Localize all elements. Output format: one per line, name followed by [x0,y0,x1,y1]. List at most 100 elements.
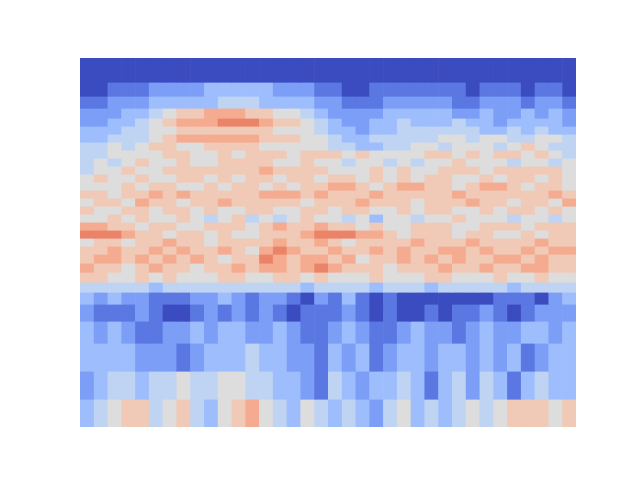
heatmap-cell [314,166,328,175]
heatmap-cell [245,150,259,159]
heatmap-cell [452,126,466,135]
heatmap-cell [328,96,342,109]
heatmap-cell [190,371,204,400]
heatmap-cell [383,222,397,231]
heatmap-cell [108,142,122,151]
heatmap-cell [204,246,218,255]
heatmap-cell [480,222,494,231]
heatmap-cell [149,371,163,400]
heatmap-cell [108,214,122,223]
heatmap-cell [328,150,342,159]
heatmap-cell [480,174,494,183]
heatmap-cell [548,371,562,400]
heatmap-cell [273,126,287,135]
heatmap-cell [424,263,438,273]
heatmap-cell [424,343,438,372]
heatmap-cell [108,343,122,372]
heatmap-cell [521,304,535,322]
heatmap-cell [328,126,342,135]
heatmap-cell [342,126,356,135]
heatmap-cell [287,58,301,83]
heatmap-cell [438,222,452,231]
heatmap-cell [273,254,287,264]
heatmap-cell [135,282,149,293]
heatmap-cell [493,214,507,223]
heatmap-cell [232,254,246,264]
heatmap-cell [493,263,507,273]
heatmap-cell [507,292,521,305]
heatmap-cell [328,82,342,97]
heatmap-cell [535,182,549,191]
heatmap-cell [507,126,521,135]
heatmap-cell [424,142,438,151]
heatmap-cell [287,198,301,207]
heatmap-cell [328,206,342,215]
heatmap-cell [314,58,328,83]
heatmap-cell [466,108,480,119]
heatmap-cell [121,343,135,372]
heatmap-cell [438,230,452,239]
heatmap-cell [135,272,149,283]
heatmap-cell [190,304,204,322]
heatmap-cell [314,118,328,127]
heatmap-cell [535,150,549,159]
heatmap-cell [273,198,287,207]
heatmap-cell [218,126,232,135]
heatmap-cell [135,158,149,167]
heatmap-cell [163,282,177,293]
heatmap-cell [521,263,535,273]
heatmap-cell [190,263,204,273]
heatmap-cell [94,282,108,293]
heatmap-cell [535,142,549,151]
heatmap-cell [300,321,314,344]
heatmap-cell [287,282,301,293]
heatmap-cell [149,96,163,109]
heatmap-cell [480,126,494,135]
heatmap-cell [190,142,204,151]
heatmap-cell [438,166,452,175]
heatmap-cell [466,158,480,167]
heatmap-cell [190,214,204,223]
heatmap-cell [149,230,163,239]
heatmap-cell [452,206,466,215]
heatmap-cell [218,272,232,283]
heatmap-cell [149,321,163,344]
heatmap-cell [259,343,273,372]
heatmap-cell [300,272,314,283]
heatmap-cell [300,246,314,255]
heatmap-cell [149,126,163,135]
heatmap-cell [383,118,397,127]
heatmap-cell [452,134,466,143]
heatmap-cell [535,166,549,175]
heatmap-cell [562,214,576,223]
heatmap-cell [342,58,356,83]
heatmap-cell [535,304,549,322]
heatmap-cell [342,174,356,183]
heatmap-cell [493,254,507,264]
heatmap-cell [149,198,163,207]
heatmap-cell [218,158,232,167]
heatmap-cell [328,321,342,344]
heatmap-cell [521,246,535,255]
heatmap-cell [245,238,259,247]
heatmap-cell [507,321,521,344]
heatmap-cell [411,246,425,255]
heatmap-cell [135,96,149,109]
heatmap-cell [397,174,411,183]
heatmap-cell [521,230,535,239]
heatmap-cell [493,238,507,247]
heatmap-cell [328,118,342,127]
heatmap-cell [190,96,204,109]
heatmap-cell [548,304,562,322]
heatmap-cell [190,272,204,283]
heatmap-cell [121,254,135,264]
heatmap-cell [259,399,273,427]
heatmap-cell [342,150,356,159]
heatmap-cell [438,214,452,223]
heatmap-cell [438,263,452,273]
heatmap-cell [411,230,425,239]
heatmap-cell [245,108,259,119]
heatmap-cell [397,254,411,264]
heatmap-cell [314,399,328,427]
heatmap-cell [328,214,342,223]
